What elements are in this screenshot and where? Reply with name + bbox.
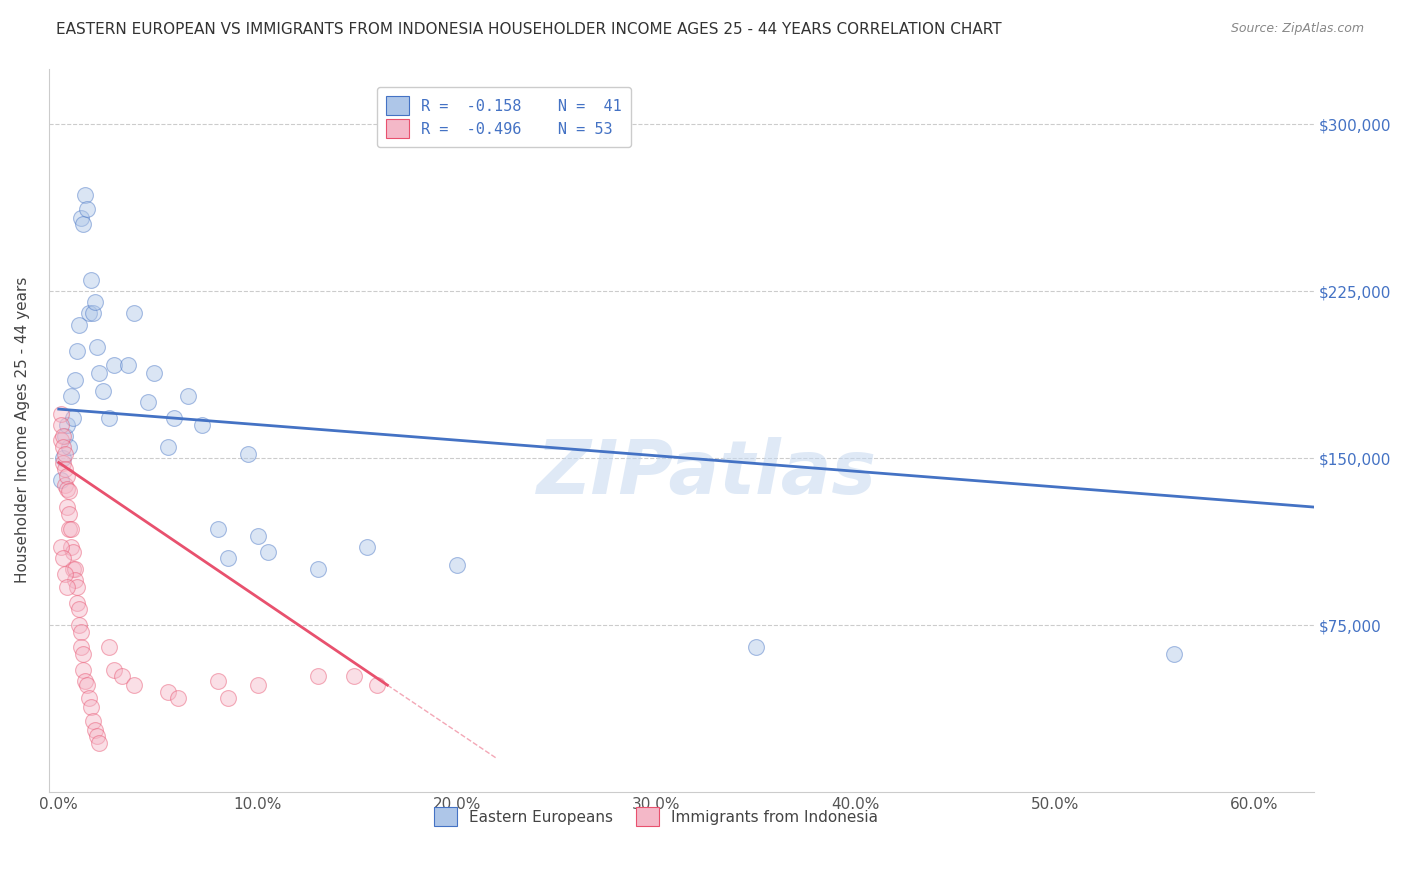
Point [63, 562, 86, 576]
Point [53, 477, 76, 491]
Point [66, 580, 89, 594]
Point [191, 417, 214, 432]
Point [53, 429, 76, 443]
Point [49, 417, 72, 432]
Point [1163, 647, 1185, 661]
Point [58, 507, 80, 521]
Point [72, 663, 94, 677]
Point [72, 217, 94, 231]
Point [69, 624, 91, 639]
Point [217, 551, 239, 566]
Point [53, 566, 76, 581]
Point [53, 447, 76, 461]
Point [124, 306, 146, 320]
Point [163, 411, 186, 425]
Point [157, 685, 180, 699]
Point [66, 344, 89, 359]
Point [73, 673, 96, 688]
Point [55, 580, 77, 594]
Point [67, 618, 90, 632]
Point [67, 318, 90, 332]
Point [58, 522, 80, 536]
Point [157, 440, 180, 454]
Point [52, 440, 75, 454]
Point [307, 562, 329, 576]
Point [82, 306, 104, 320]
Point [124, 678, 146, 692]
Point [217, 691, 239, 706]
Point [97, 411, 120, 425]
Point [167, 691, 190, 706]
Point [76, 202, 98, 216]
Point [53, 462, 76, 476]
Point [745, 640, 768, 655]
Point [143, 367, 166, 381]
Point [52, 451, 75, 466]
Point [111, 669, 134, 683]
Point [55, 500, 77, 514]
Text: ZIPatlas: ZIPatlas [537, 437, 876, 510]
Point [49, 407, 72, 421]
Point [177, 389, 200, 403]
Point [55, 468, 77, 483]
Point [207, 673, 229, 688]
Point [58, 484, 80, 499]
Point [55, 482, 77, 496]
Point [69, 640, 91, 655]
Point [76, 678, 98, 692]
Point [79, 700, 101, 714]
Point [67, 602, 90, 616]
Point [77, 691, 100, 706]
Point [72, 647, 94, 661]
Point [86, 729, 108, 743]
Point [49, 540, 72, 554]
Point [246, 678, 269, 692]
Point [236, 447, 259, 461]
Point [59, 540, 82, 554]
Point [83, 723, 105, 737]
Y-axis label: Householder Income Ages 25 - 44 years: Householder Income Ages 25 - 44 years [15, 277, 30, 583]
Point [63, 574, 86, 588]
Point [58, 440, 80, 454]
Point [138, 395, 160, 409]
Point [63, 373, 86, 387]
Point [55, 417, 77, 432]
Point [62, 562, 84, 576]
Legend: Eastern Europeans, Immigrants from Indonesia: Eastern Europeans, Immigrants from Indon… [425, 798, 887, 835]
Point [52, 456, 75, 470]
Point [446, 558, 468, 572]
Point [66, 596, 89, 610]
Point [52, 429, 75, 443]
Point [103, 358, 125, 372]
Point [82, 714, 104, 728]
Point [91, 384, 114, 399]
Point [307, 669, 329, 683]
Point [356, 540, 378, 554]
Point [342, 669, 364, 683]
Point [257, 544, 280, 558]
Text: EASTERN EUROPEAN VS IMMIGRANTS FROM INDONESIA HOUSEHOLDER INCOME AGES 25 - 44 YE: EASTERN EUROPEAN VS IMMIGRANTS FROM INDO… [56, 22, 1002, 37]
Point [77, 306, 100, 320]
Point [73, 188, 96, 202]
Point [52, 551, 75, 566]
Point [49, 473, 72, 487]
Point [49, 434, 72, 448]
Point [69, 211, 91, 225]
Point [62, 544, 84, 558]
Text: Source: ZipAtlas.com: Source: ZipAtlas.com [1230, 22, 1364, 36]
Point [87, 367, 110, 381]
Point [97, 640, 120, 655]
Point [83, 295, 105, 310]
Point [87, 736, 110, 750]
Point [117, 358, 139, 372]
Point [59, 389, 82, 403]
Point [79, 273, 101, 287]
Point [62, 411, 84, 425]
Point [366, 678, 388, 692]
Point [207, 522, 229, 536]
Point [103, 663, 125, 677]
Point [59, 522, 82, 536]
Point [86, 340, 108, 354]
Point [246, 529, 269, 543]
